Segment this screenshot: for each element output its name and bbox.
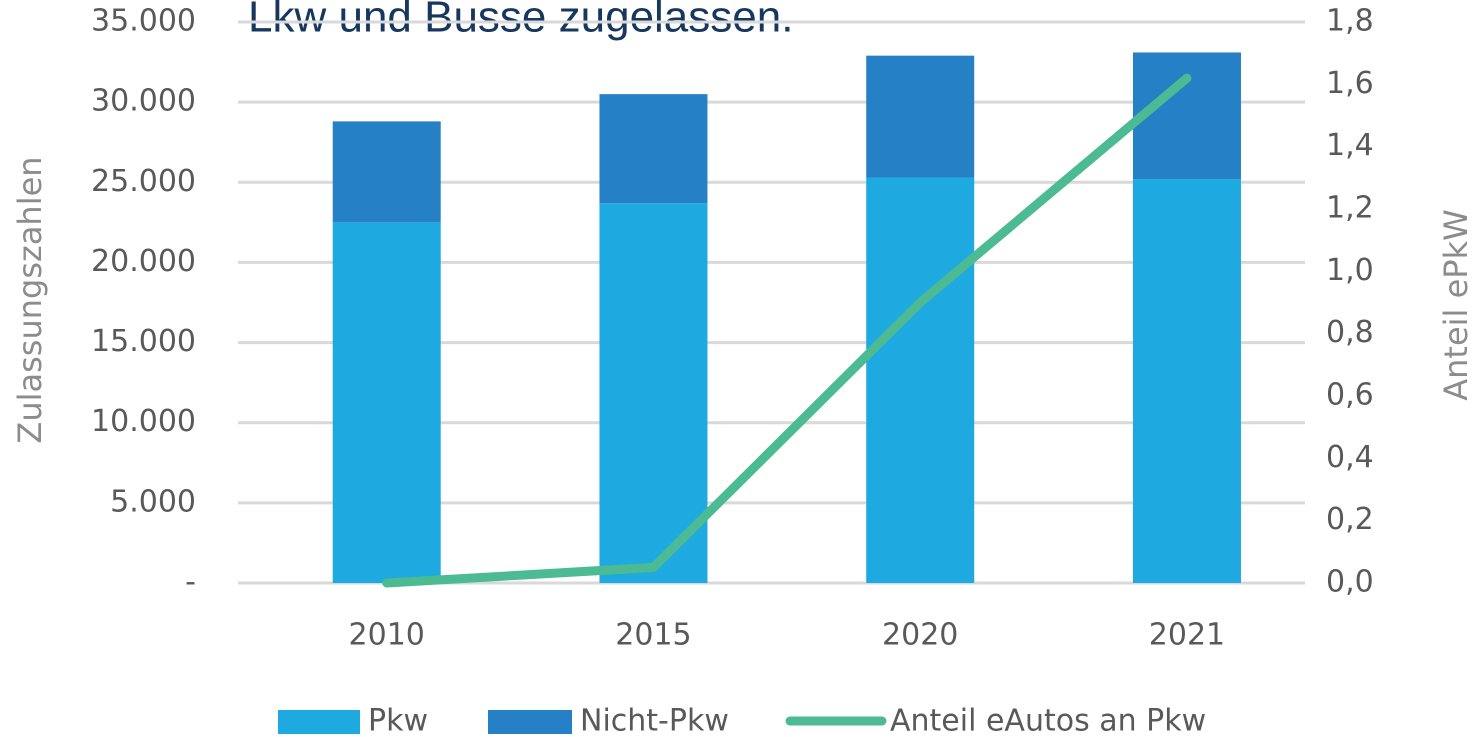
y-axis-title: Zulassungszahlen — [11, 156, 49, 443]
y2-tick-label: 1,4 — [1326, 128, 1374, 163]
legend-label: Nicht-Pkw — [580, 704, 729, 737]
bar — [599, 203, 708, 583]
y2-tick-label: 1,6 — [1326, 66, 1374, 101]
y-tick-label: 30.000 — [91, 84, 196, 119]
y-tick-label: - — [185, 565, 196, 600]
x-tick-label: 2021 — [1149, 618, 1225, 653]
bar — [599, 94, 708, 204]
line — [382, 73, 1192, 588]
bar — [1132, 52, 1241, 180]
x-tick-label: 2020 — [882, 618, 958, 653]
y2-tick-label: 0,2 — [1326, 502, 1374, 537]
y2-tick-label: 0,6 — [1326, 378, 1374, 413]
x-tick-label: 2010 — [349, 618, 425, 653]
bar — [866, 177, 975, 583]
y2-tick-label: 1,8 — [1326, 4, 1374, 39]
x-tick-label: 2015 — [615, 618, 691, 653]
legend-swatch — [488, 710, 572, 734]
y-tick-label: 5.000 — [110, 484, 196, 519]
y2-tick-label: 0,4 — [1326, 440, 1374, 475]
y2-tick-label: 0,8 — [1326, 315, 1374, 350]
y-tick-label: 35.000 — [91, 4, 196, 39]
legend-swatch — [278, 710, 360, 734]
bar — [332, 121, 441, 223]
legend-label: Anteil eAutos an Pkw — [890, 704, 1206, 737]
y-tick-label: 10.000 — [91, 404, 196, 439]
legend-label: Pkw — [368, 704, 428, 737]
y2-tick-label: 1,0 — [1326, 253, 1374, 288]
y-tick-label: 25.000 — [91, 164, 196, 199]
y2-tick-label: 1,2 — [1326, 191, 1374, 226]
y-tick-label: 20.000 — [91, 244, 196, 279]
y2-axis-title: Anteil ePkW — [1437, 209, 1475, 401]
y2-tick-label: 0,0 — [1326, 565, 1374, 600]
y-tick-label: 15.000 — [91, 324, 196, 359]
bar — [1132, 179, 1241, 583]
bar — [866, 55, 975, 178]
bar — [332, 222, 441, 583]
